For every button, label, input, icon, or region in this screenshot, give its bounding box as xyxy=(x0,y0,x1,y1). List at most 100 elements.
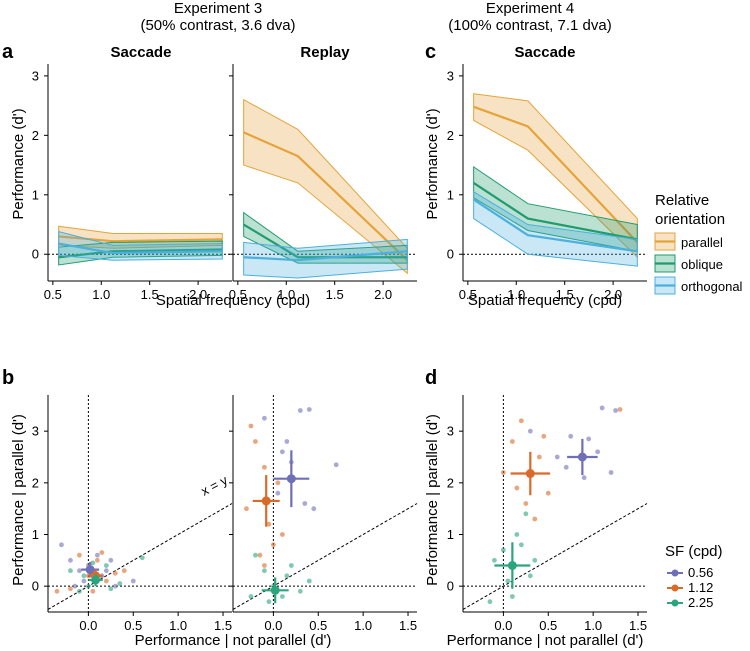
x-tick-label: 0.5 xyxy=(44,287,62,302)
chart-d-saccade: 0.0 0.5 1.0 1.5 0 1 2 3 xyxy=(447,395,648,633)
x-tick-label: 0.0 xyxy=(264,618,282,633)
subject-point-sf-112 xyxy=(112,570,118,576)
x-tick-label: 1.5 xyxy=(556,287,574,302)
subject-point-sf-056 xyxy=(262,415,267,421)
subject-point-sf-112 xyxy=(77,552,82,558)
subject-point-sf-225 xyxy=(108,586,114,592)
subject-point-sf-056 xyxy=(306,407,312,412)
subject-point-sf-056 xyxy=(279,449,285,455)
subject-point-sf-056 xyxy=(103,568,109,574)
subject-point-sf-225 xyxy=(518,542,524,548)
subject-point-sf-225 xyxy=(505,578,511,584)
legend-sf-label-225: 2.25 xyxy=(688,595,713,610)
subject-point-sf-225 xyxy=(253,552,258,558)
subject-point-sf-112 xyxy=(54,588,60,594)
y-tick-label: 0 xyxy=(447,579,454,594)
subject-point-sf-112 xyxy=(248,423,254,429)
y-tick-label: 2 xyxy=(447,128,454,143)
x-tick-label: 1.5 xyxy=(214,618,232,633)
subject-point-sf-112 xyxy=(94,557,100,563)
subject-point-sf-112 xyxy=(262,563,267,568)
legend-orientation: Relative orientation parallel oblique or… xyxy=(654,192,743,295)
mean-point-sf-056 xyxy=(85,565,95,575)
subject-point-sf-112 xyxy=(541,433,547,439)
x-tick-label: 1.0 xyxy=(507,287,525,302)
xy-line-label: x = y xyxy=(198,472,230,499)
subject-point-sf-112 xyxy=(121,568,127,574)
legend-sf-label-056: 0.56 xyxy=(688,565,713,580)
subject-point-sf-056 xyxy=(554,454,560,460)
subject-point-sf-056 xyxy=(112,583,118,589)
subject-point-sf-225 xyxy=(248,594,254,599)
legend-sf: SF (cpd) 0.56 1.12 2.25 xyxy=(665,543,723,610)
subject-point-sf-112 xyxy=(536,454,542,460)
subject-point-sf-112 xyxy=(514,485,520,491)
x-tick-label: 1.5 xyxy=(326,287,344,302)
mean-line-orthogonal xyxy=(243,250,408,262)
subject-point-sf-225 xyxy=(288,563,294,568)
subject-point-sf-225 xyxy=(139,555,145,561)
x-tick-label: 1.0 xyxy=(92,287,110,302)
x-tick-label: 1.0 xyxy=(584,618,602,633)
subject-point-sf-112 xyxy=(266,521,272,527)
mean-line-oblique xyxy=(58,248,223,259)
legend-label-oblique: oblique xyxy=(681,257,723,272)
mean-point-sf-112 xyxy=(261,496,271,506)
x-tick-label: 0.5 xyxy=(229,287,247,302)
legend-sf-dot xyxy=(671,584,679,592)
y-tick-label: 1 xyxy=(447,187,454,202)
mean-line-parallel xyxy=(243,131,409,261)
xlabel-c: Spatial frequency (cpd) xyxy=(468,292,622,309)
subject-point-sf-112 xyxy=(518,418,524,424)
subject-point-sf-225 xyxy=(77,588,82,594)
y-tick-label: 1 xyxy=(32,187,39,202)
subject-point-sf-056 xyxy=(284,439,290,444)
mean-line-oblique xyxy=(473,181,638,241)
subplot-title-a-replay: Replay xyxy=(300,44,350,61)
y-tick-label: 3 xyxy=(32,424,39,439)
legend-orientation-title-1: Relative xyxy=(655,192,709,209)
chart-b-saccade: 0.0 0.5 1.0 1.5 0 1 2 3 xyxy=(32,395,233,633)
subject-point-sf-112 xyxy=(545,490,551,496)
subject-point-sf-056 xyxy=(311,506,317,512)
y-tick-label: 0 xyxy=(447,247,454,262)
y-tick-label: 2 xyxy=(32,128,39,143)
ci-band-orthogonal xyxy=(58,231,223,261)
x-tick-label: 1.0 xyxy=(277,287,295,302)
x-tick-label: 1.5 xyxy=(399,618,417,633)
subject-point-sf-056 xyxy=(586,436,592,442)
panel-label-c: c xyxy=(425,41,436,63)
subject-point-sf-225 xyxy=(266,599,272,605)
x-tick-label: 0.5 xyxy=(459,287,477,302)
legend-sf-dot xyxy=(671,599,679,607)
subject-point-sf-112 xyxy=(509,439,515,444)
mean-line-orthogonal xyxy=(58,242,223,255)
mean-point-sf-112 xyxy=(525,469,535,479)
subject-point-sf-225 xyxy=(297,588,303,594)
xlabel-d: Performance | not parallel (d') xyxy=(447,632,644,649)
subject-point-sf-112 xyxy=(99,550,105,555)
y-tick-label: 1 xyxy=(447,527,454,542)
x-tick-label: 1.5 xyxy=(629,618,647,633)
subject-point-sf-225 xyxy=(103,563,109,568)
subject-point-sf-056 xyxy=(613,408,618,413)
x-tick-label: 0.0 xyxy=(79,618,97,633)
subject-point-sf-056 xyxy=(302,501,308,506)
subject-point-sf-225 xyxy=(532,557,538,563)
subject-point-sf-112 xyxy=(532,516,538,522)
subject-point-sf-225 xyxy=(68,568,73,574)
subject-point-sf-225 xyxy=(487,599,493,605)
legend-label-parallel: parallel xyxy=(681,235,723,250)
subject-point-sf-056 xyxy=(297,408,303,413)
subject-point-sf-225 xyxy=(509,594,515,599)
y-tick-label: 2 xyxy=(447,475,454,490)
x-tick-label: 1.0 xyxy=(354,618,372,633)
mean-point-sf-225 xyxy=(270,585,280,595)
legend-label-orthogonal: orthogonal xyxy=(681,279,743,294)
subject-point-sf-056 xyxy=(77,568,82,574)
identity-line xyxy=(462,503,648,610)
y-tick-label: 3 xyxy=(447,68,454,83)
x-tick-label: 0.5 xyxy=(124,618,142,633)
subject-point-sf-056 xyxy=(81,578,87,584)
identity-line xyxy=(232,503,418,610)
